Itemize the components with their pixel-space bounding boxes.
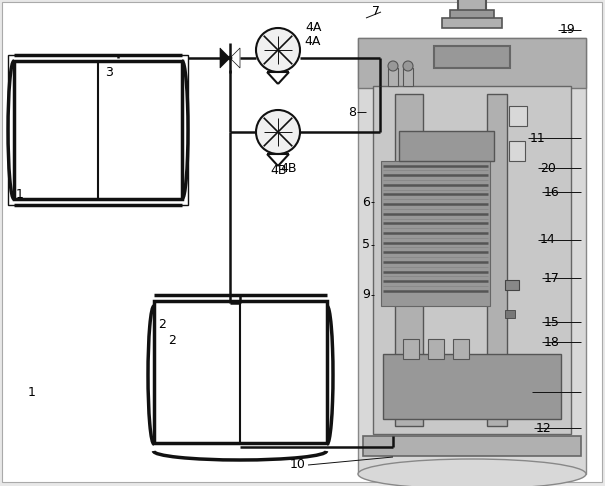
- Text: 16: 16: [544, 186, 560, 198]
- Text: 4B: 4B: [280, 161, 296, 174]
- Bar: [505, 310, 515, 318]
- Text: 8: 8: [348, 105, 356, 119]
- Bar: [403, 68, 413, 86]
- Text: 19: 19: [560, 23, 576, 36]
- Bar: [358, 38, 586, 474]
- Polygon shape: [220, 48, 230, 68]
- Text: 17: 17: [544, 272, 560, 284]
- Text: 9: 9: [362, 289, 370, 301]
- Circle shape: [256, 28, 300, 72]
- Bar: [403, 339, 419, 359]
- Text: 15: 15: [544, 315, 560, 329]
- Text: 4A: 4A: [305, 21, 321, 35]
- Text: 7: 7: [372, 5, 380, 18]
- Bar: [487, 94, 507, 426]
- Text: 5: 5: [362, 239, 370, 251]
- Bar: [505, 280, 519, 290]
- Circle shape: [256, 110, 300, 154]
- Text: 11: 11: [530, 132, 546, 144]
- Text: 14: 14: [540, 233, 556, 246]
- Text: 2: 2: [168, 333, 176, 347]
- Bar: [458, 0, 486, 12]
- Bar: [434, 46, 510, 68]
- Bar: [14, 61, 182, 199]
- Text: 13: 13: [534, 385, 550, 399]
- Bar: [381, 161, 490, 306]
- Bar: [442, 18, 502, 28]
- Bar: [154, 301, 327, 443]
- Text: 18: 18: [544, 335, 560, 348]
- Bar: [509, 141, 525, 161]
- Bar: [453, 339, 469, 359]
- Text: 6: 6: [362, 195, 370, 208]
- Bar: [509, 106, 527, 126]
- Bar: [373, 86, 571, 434]
- Circle shape: [403, 61, 413, 71]
- Bar: [388, 68, 398, 86]
- Text: 1: 1: [28, 386, 36, 399]
- Bar: [8, 55, 188, 205]
- Ellipse shape: [358, 459, 586, 486]
- Bar: [383, 354, 561, 419]
- Bar: [363, 436, 581, 456]
- Bar: [450, 10, 494, 24]
- Circle shape: [228, 56, 232, 60]
- Text: 10: 10: [290, 458, 306, 471]
- Circle shape: [388, 61, 398, 71]
- Text: 1: 1: [16, 189, 24, 202]
- Text: 4B: 4B: [270, 163, 287, 176]
- Text: 12: 12: [536, 421, 552, 434]
- Text: 20: 20: [540, 161, 556, 174]
- Bar: [395, 94, 423, 426]
- Text: 2: 2: [158, 318, 166, 331]
- Text: 4A: 4A: [304, 35, 321, 49]
- Polygon shape: [230, 48, 240, 68]
- Bar: [399, 131, 494, 161]
- Bar: [428, 339, 444, 359]
- Text: 3: 3: [105, 67, 113, 80]
- Bar: [358, 38, 586, 88]
